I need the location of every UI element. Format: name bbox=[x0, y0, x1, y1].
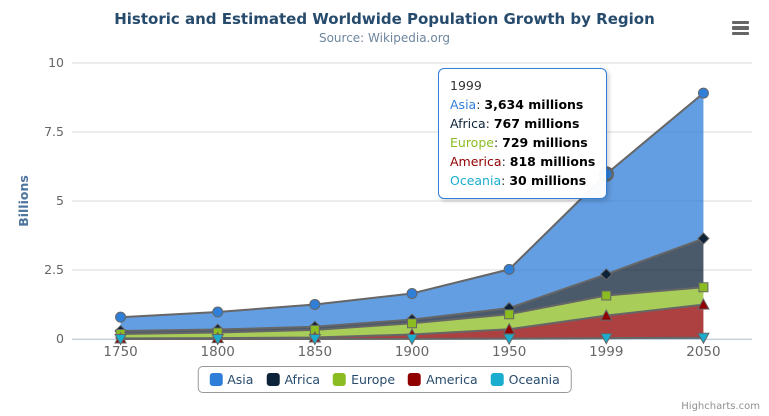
x-axis-tick-label: 2050 bbox=[686, 344, 720, 360]
y-axis-tick-label: 5 bbox=[56, 193, 64, 208]
legend-symbol-africa bbox=[266, 373, 280, 386]
marker-oceania-1800[interactable] bbox=[211, 333, 225, 346]
marker-oceania-1950[interactable] bbox=[502, 333, 516, 346]
chart-subtitle: Source: Wikipedia.org bbox=[318, 31, 451, 45]
marker-oceania-1900[interactable] bbox=[405, 333, 419, 346]
legend-label: Europe bbox=[351, 372, 396, 387]
y-axis-tick-label: 10 bbox=[48, 55, 64, 70]
legend-label: America bbox=[426, 372, 478, 387]
tooltip: 1999 Asia: 3,634 millions Africa: 767 mil… bbox=[438, 68, 608, 199]
legend-item-africa[interactable]: Africa bbox=[266, 372, 320, 387]
marker-asia-1950[interactable] bbox=[503, 263, 515, 275]
marker-europe-2050[interactable] bbox=[698, 282, 709, 293]
marker-oceania-1999[interactable] bbox=[599, 333, 613, 345]
legend-label: Asia bbox=[227, 372, 254, 387]
area-asia[interactable] bbox=[120, 93, 704, 332]
x-axis-tick-label: 1900 bbox=[395, 344, 429, 360]
x-axis-tick-label: 1850 bbox=[298, 344, 332, 360]
hamburger-icon-bar bbox=[732, 26, 749, 30]
legend: Asia Africa Europe America Oceania bbox=[197, 366, 572, 393]
marker-africa-1999[interactable] bbox=[600, 268, 613, 281]
marker-oceania-1750[interactable] bbox=[114, 333, 127, 346]
credits-link[interactable]: Highcharts.com bbox=[681, 401, 760, 412]
export-menu-button[interactable] bbox=[732, 21, 749, 35]
legend-symbol-america bbox=[408, 373, 422, 386]
legend-symbol-asia bbox=[209, 373, 223, 386]
y-axis-title: Billions bbox=[16, 175, 31, 227]
marker-asia-2050[interactable] bbox=[697, 87, 709, 99]
legend-item-america[interactable]: America bbox=[408, 372, 478, 387]
tooltip-row-africa: Africa: 767 millions bbox=[450, 116, 580, 131]
marker-europe-1950[interactable] bbox=[504, 309, 515, 320]
y-axis-tick-label: 2.5 bbox=[44, 262, 64, 277]
y-axis-tick-label: 7.5 bbox=[44, 124, 64, 139]
x-axis-tick-label: 1800 bbox=[201, 344, 235, 360]
hamburger-icon-bar bbox=[732, 21, 749, 25]
legend-item-europe[interactable]: Europe bbox=[333, 372, 395, 387]
marker-africa-2050[interactable] bbox=[697, 232, 710, 245]
marker-asia-1850[interactable] bbox=[309, 298, 321, 310]
marker-oceania-2050[interactable] bbox=[697, 332, 710, 345]
chart-title: Historic and Estimated Worldwide Populat… bbox=[114, 10, 655, 28]
legend-symbol-europe bbox=[333, 373, 347, 386]
tooltip-header: 1999 bbox=[450, 78, 482, 93]
marker-america-1999[interactable] bbox=[599, 309, 613, 321]
legend-symbol-oceania bbox=[490, 373, 504, 386]
tooltip-row-europe: Europe: 729 millions bbox=[450, 135, 588, 150]
marker-america-2050[interactable] bbox=[697, 298, 710, 310]
marker-asia-1900[interactable] bbox=[406, 287, 418, 299]
tooltip-row-oceania: Oceania: 30 millions bbox=[450, 173, 587, 188]
marker-europe-1999[interactable] bbox=[601, 290, 612, 301]
x-axis-tick-label: 1750 bbox=[103, 344, 137, 360]
legend-label: Africa bbox=[284, 372, 321, 387]
area-africa[interactable] bbox=[120, 238, 704, 334]
marker-oceania-1850[interactable] bbox=[308, 333, 322, 346]
legend-item-oceania[interactable]: Oceania bbox=[490, 372, 560, 387]
marker-asia-1800[interactable] bbox=[212, 306, 224, 318]
tooltip-row-america: America: 818 millions bbox=[450, 154, 596, 169]
legend-label: Oceania bbox=[508, 372, 560, 387]
tooltip-row-asia: Asia: 3,634 millions bbox=[450, 97, 584, 112]
marker-europe-1900[interactable] bbox=[407, 318, 417, 329]
area-america[interactable] bbox=[120, 304, 704, 339]
tooltip-rows: Asia: 3,634 millions Africa: 767 millions… bbox=[450, 95, 595, 190]
legend-item-asia[interactable]: Asia bbox=[209, 372, 253, 387]
x-axis-tick-label: 1999 bbox=[589, 344, 623, 360]
x-axis-tick-label: 1950 bbox=[492, 344, 526, 360]
y-axis-tick-label: 0 bbox=[56, 331, 64, 346]
marker-asia-1750[interactable] bbox=[115, 311, 127, 323]
hamburger-icon-bar bbox=[732, 31, 749, 35]
